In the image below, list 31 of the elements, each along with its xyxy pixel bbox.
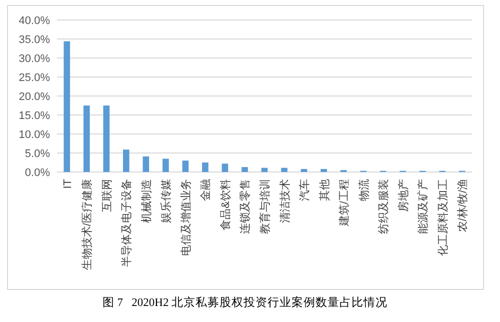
text: 图 7 2020H2 北京私募股权投资行业案例数量占比情况 (102, 295, 388, 309)
x-tick-label: 连锁及零售 (240, 179, 252, 234)
x-tick-label: 纺织及服装 (377, 179, 390, 234)
x-tick-label: 清洁技术 (278, 179, 292, 223)
x-tick-label: 金融 (200, 179, 212, 201)
x-tick-label: 生物技术/医疗健康 (80, 179, 94, 270)
x-tick-label: 食品&饮料 (218, 179, 232, 230)
x-tick-label: 能源及矿产 (416, 179, 430, 234)
y-tick-label: 40.0% (18, 15, 50, 27)
y-tick-label: 25.0% (18, 72, 50, 84)
x-tick-label: 娱乐传媒 (160, 179, 173, 223)
x-tick-label: 其他 (318, 179, 331, 201)
y-tick-label: 15.0% (18, 110, 50, 122)
x-tick-label: IT (62, 178, 74, 189)
x-tick-label: 建筑/工程 (338, 179, 351, 228)
x-tick-label: 农/林/牧/渔 (456, 179, 470, 232)
x-tick-label: 半导体及电子设备 (120, 179, 134, 267)
x-tick-label: 汽车 (298, 179, 312, 201)
x-tick-label: 互联网 (101, 179, 114, 212)
y-tick-label: 20.0% (18, 91, 50, 103)
y-tick-label: 5.0% (24, 148, 50, 160)
x-tick-label: 物流 (357, 179, 370, 201)
y-tick-label: 10.0% (18, 129, 50, 141)
x-tick-label: 房地产 (396, 179, 410, 212)
x-tick-label: 化工原料及加工 (436, 179, 450, 256)
x-tick-label: 教育与培训 (258, 179, 272, 234)
x-tick-label: 电信及增值业务 (179, 179, 192, 256)
x-tick-label: 机械制造 (140, 179, 153, 223)
y-tick-label: 35.0% (18, 34, 50, 46)
y-tick-label: 0.0% (24, 167, 50, 179)
y-tick-label: 30.0% (18, 53, 50, 65)
